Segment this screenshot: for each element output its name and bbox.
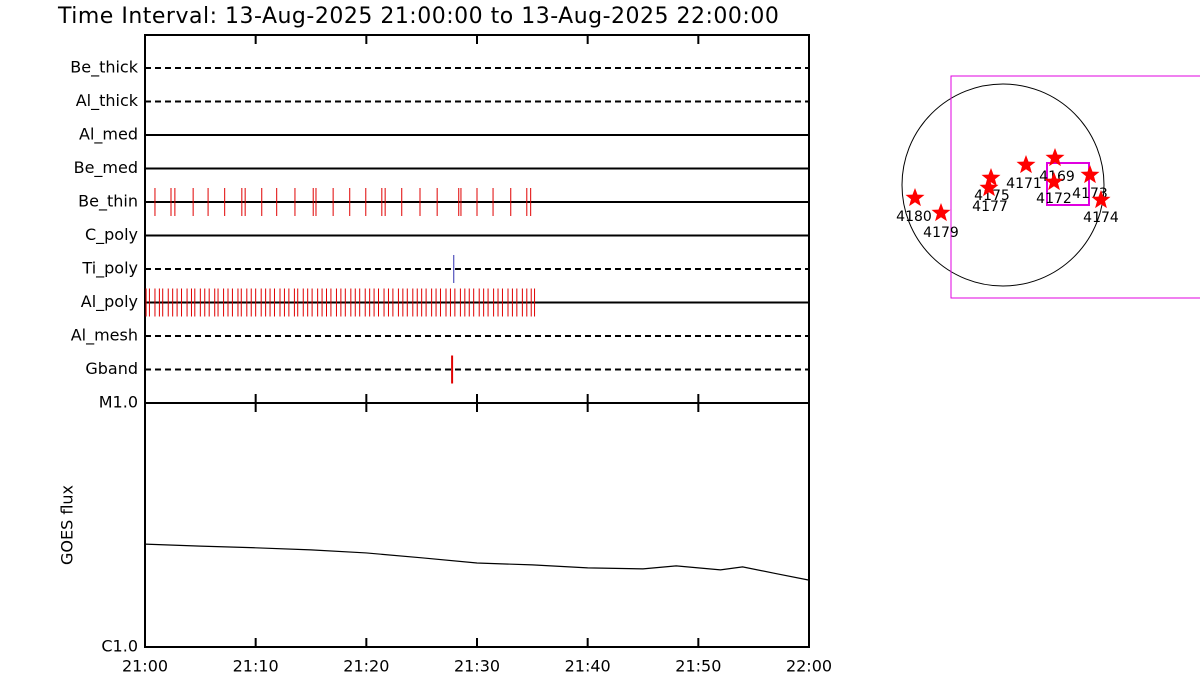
region-star bbox=[1080, 165, 1100, 184]
y-tick-label: M1.0 bbox=[99, 393, 138, 412]
region-star bbox=[981, 168, 1001, 187]
fov bbox=[950, 75, 1200, 299]
y-tick-label: C1.0 bbox=[101, 637, 138, 656]
row-label: Al_thick bbox=[76, 91, 139, 111]
row-label: Be_thick bbox=[70, 58, 138, 78]
x-tick-label: 21:40 bbox=[565, 657, 611, 676]
region-star bbox=[1091, 190, 1111, 209]
row-label: Gband bbox=[85, 359, 138, 378]
row-label: Ti_poly bbox=[81, 259, 138, 279]
region-label: 4171 bbox=[1006, 176, 1042, 192]
x-tick-label: 21:10 bbox=[233, 657, 279, 676]
timeline-frame bbox=[144, 34, 810, 404]
region-star bbox=[905, 188, 925, 207]
y-axis-label: GOES flux bbox=[58, 485, 77, 565]
region-star bbox=[1045, 148, 1065, 167]
row-label: Be_med bbox=[74, 158, 138, 178]
solar-disk bbox=[901, 83, 1105, 287]
row-label: Al_mesh bbox=[71, 326, 138, 346]
goes-frame bbox=[144, 402, 810, 648]
region-star bbox=[979, 178, 999, 197]
row-label: C_poly bbox=[85, 225, 138, 245]
x-tick-label: 21:50 bbox=[675, 657, 721, 676]
fov-small bbox=[1046, 162, 1090, 206]
region-star bbox=[1044, 172, 1064, 191]
row-label: Al_poly bbox=[81, 292, 138, 312]
x-tick-label: 21:30 bbox=[454, 657, 500, 676]
row-label: Be_thin bbox=[78, 192, 138, 212]
region-label: 4177 bbox=[972, 199, 1008, 215]
region-label: 4180 bbox=[896, 209, 932, 225]
region-label: 4175 bbox=[974, 188, 1010, 204]
region-star bbox=[931, 203, 951, 222]
x-tick-label: 21:20 bbox=[343, 657, 389, 676]
region-label: 4172 bbox=[1036, 191, 1072, 207]
x-tick-label: 21:00 bbox=[122, 657, 168, 676]
x-tick-label: 22:00 bbox=[786, 657, 832, 676]
goes-curve bbox=[144, 543, 810, 581]
row-label: Al_med bbox=[79, 125, 138, 145]
region-star bbox=[1016, 155, 1036, 174]
region-label: 4179 bbox=[923, 225, 959, 241]
region-label: 4174 bbox=[1083, 210, 1119, 226]
chart-title: Time Interval: 13-Aug-2025 21:00:00 to 1… bbox=[57, 4, 779, 29]
